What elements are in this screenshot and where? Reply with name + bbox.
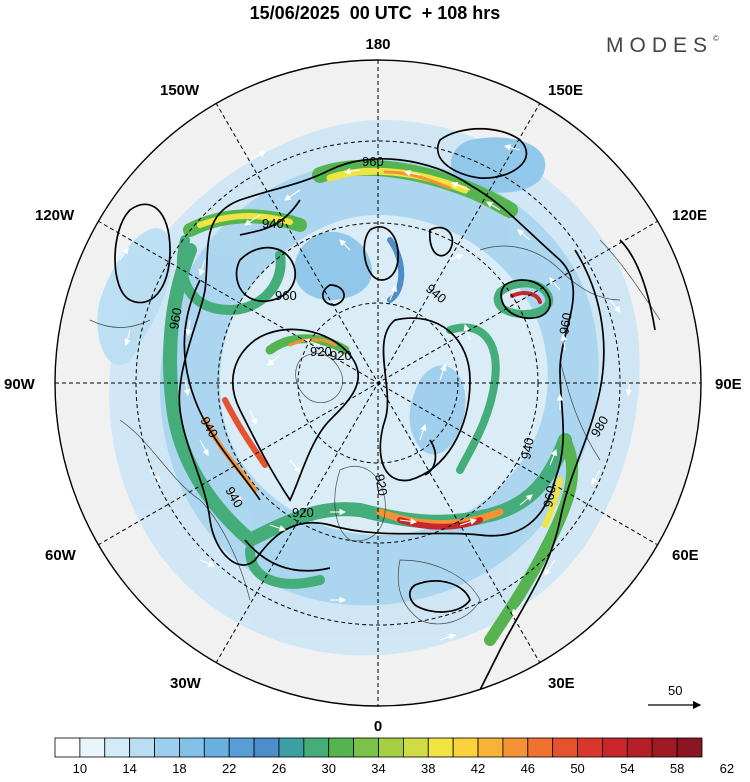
colorbar-swatch — [203, 737, 230, 758]
colorbar-swatch — [278, 737, 305, 758]
colorbar-swatch — [104, 737, 131, 758]
colorbar-swatch — [651, 737, 678, 758]
lon-label-120w: 120W — [35, 207, 75, 224]
lon-label-0: 0 — [374, 718, 382, 735]
colorbar-tick-label: 46 — [521, 761, 535, 776]
colorbar-tick-label: 26 — [272, 761, 286, 776]
wind-vectors — [119, 144, 632, 641]
lon-label-150w: 150W — [160, 82, 200, 99]
lon-label-30w: 30W — [170, 675, 202, 692]
map-title: 15/06/2025 00 UTC + 108 hrs — [249, 3, 501, 23]
lon-label-90w: 90W — [4, 376, 36, 393]
colorbar-tick-label: 58 — [670, 761, 684, 776]
colorbar-swatch — [626, 737, 653, 758]
colorbar-swatch — [402, 737, 429, 758]
colorbar-tick-label: 50 — [570, 761, 584, 776]
colorbar-swatch — [353, 737, 379, 758]
map-border — [54, 59, 702, 707]
colorbar-swatch — [427, 737, 454, 758]
colorbar-swatch — [502, 737, 529, 758]
colorbar: 10141822263034384246505458626670 — [54, 737, 734, 776]
contour-label: 920 — [330, 348, 352, 363]
colorbar-tick-label: 14 — [122, 761, 136, 776]
contour-label: 960 — [166, 307, 185, 331]
contour-label: 940 — [262, 216, 284, 231]
colorbar-tick-label: 42 — [471, 761, 485, 776]
colorbar-swatch — [577, 737, 603, 758]
contour-label: 920 — [292, 505, 314, 520]
contour-label: 940 — [518, 437, 537, 461]
colorbar-tick-label: 18 — [172, 761, 186, 776]
colorbar-swatch — [477, 737, 504, 758]
colorbar-swatch — [253, 737, 280, 758]
contour-label: 960 — [362, 154, 384, 169]
map-disc — [55, 60, 701, 706]
contour-label: 920 — [310, 344, 332, 359]
colorbar-swatch — [129, 737, 155, 758]
lon-label-60e: 60E — [672, 547, 699, 564]
reference-vector-label: 50 — [668, 683, 682, 698]
colorbar-swatch — [303, 737, 330, 758]
geopotential-contours — [114, 127, 656, 706]
colorbar-swatch — [328, 737, 355, 758]
colorbar-tick-label: 62 — [720, 761, 734, 776]
contour-label: 960 — [556, 312, 575, 336]
colorbar-swatch — [54, 737, 81, 758]
contour-label: 960 — [540, 485, 559, 509]
lon-label-30e: 30E — [548, 675, 575, 692]
colorbar-swatch — [552, 737, 578, 758]
colorbar-tick-label: 30 — [321, 761, 335, 776]
colorbar-swatch — [378, 737, 404, 758]
colorbar-tick-label: 34 — [371, 761, 385, 776]
colorbar-tick-label: 10 — [73, 761, 87, 776]
lon-label-60w: 60W — [45, 547, 77, 564]
lon-label-90e: 90E — [715, 376, 742, 393]
contour-label: 960 — [275, 288, 297, 303]
contour-label: 920 — [372, 473, 391, 497]
graticule — [55, 60, 701, 706]
colorbar-swatch — [452, 737, 479, 758]
colorbar-swatch — [79, 737, 106, 758]
lon-label-180: 180 — [365, 36, 390, 53]
colorbar-swatch — [602, 737, 628, 758]
lon-label-150e: 150E — [548, 82, 583, 99]
colorbar-tick-label: 54 — [620, 761, 634, 776]
colorbar-swatch — [676, 737, 703, 758]
colorbar-swatch — [228, 737, 255, 758]
modes-logo: MODES© — [606, 34, 719, 57]
colorbar-swatch — [179, 737, 205, 758]
colorbar-swatch — [527, 737, 554, 758]
colorbar-tick-label: 22 — [222, 761, 236, 776]
colorbar-swatch — [154, 737, 180, 758]
lon-label-120e: 120E — [672, 207, 707, 224]
colorbar-tick-label: 38 — [421, 761, 435, 776]
wind-speed-field — [97, 119, 640, 656]
